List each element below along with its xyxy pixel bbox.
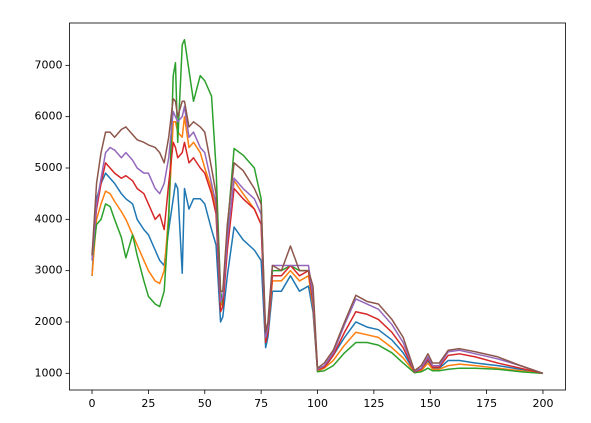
y-tick-label: 1000 — [35, 366, 63, 379]
x-tick-label: 0 — [89, 397, 96, 410]
series-line — [91, 97, 544, 375]
x-tick-label: 175 — [476, 397, 497, 410]
x-tick-label: 125 — [363, 397, 384, 410]
series-line — [91, 172, 544, 375]
series-line — [91, 141, 544, 375]
y-tick-label: 5000 — [35, 161, 63, 174]
series-line — [91, 105, 544, 375]
x-tick-label: 75 — [254, 397, 268, 410]
x-tick-label: 200 — [532, 397, 553, 410]
x-tick-label: 100 — [307, 397, 328, 410]
x-tick-label: 150 — [420, 397, 441, 410]
y-tick-label: 2000 — [35, 315, 63, 328]
axes-frame — [69, 22, 566, 391]
y-tick-label: 6000 — [35, 110, 63, 123]
series-line — [91, 115, 544, 375]
y-tick-label: 3000 — [35, 264, 63, 277]
x-tick-label: 50 — [198, 397, 212, 410]
x-tick-label: 25 — [141, 397, 155, 410]
y-tick-label: 4000 — [35, 212, 63, 225]
series-line — [91, 38, 544, 375]
y-tick-label: 7000 — [35, 58, 63, 71]
